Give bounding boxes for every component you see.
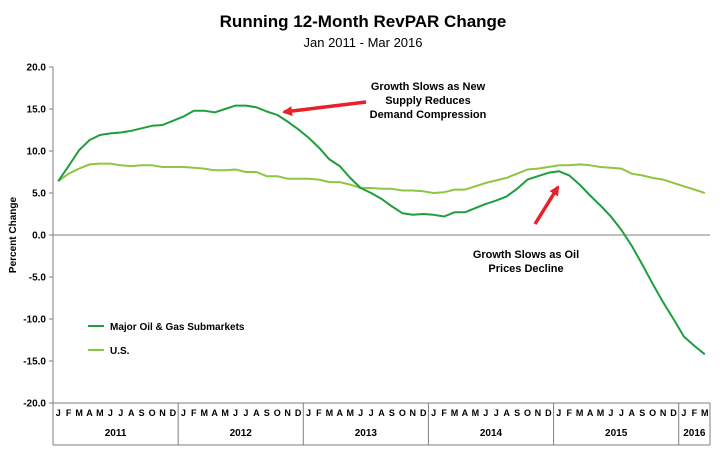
y-tick-label: -10.0 (23, 315, 46, 326)
x-tick-label-month: S (264, 408, 270, 418)
x-tick-label-year: 2015 (605, 428, 628, 439)
x-tick-label-month: D (420, 408, 427, 418)
x-tick-label-month: O (524, 408, 531, 418)
x-tick-label-month: D (295, 408, 302, 418)
x-tick-label-month: M (701, 408, 709, 418)
x-tick-label-month: S (514, 408, 520, 418)
x-tick-label-month: D (545, 408, 552, 418)
x-tick-label-month: S (639, 408, 645, 418)
x-tick-label-month: J (358, 408, 363, 418)
x-tick-label-month: A (503, 408, 510, 418)
x-tick-label-month: A (629, 408, 636, 418)
x-tick-label-month: J (56, 408, 61, 418)
x-tick-label-month: J (494, 408, 499, 418)
x-tick-label-month: J (369, 408, 374, 418)
x-tick-label-month: N (410, 408, 417, 418)
x-tick-label-month: F (191, 408, 197, 418)
x-tick-label-month: J (431, 408, 436, 418)
x-tick-label-month: N (660, 408, 667, 418)
chart-title: Running 12-Month RevPAR Change (220, 12, 507, 31)
x-tick-label-month: J (681, 408, 686, 418)
x-tick-label-month: J (243, 408, 248, 418)
x-tick-label-month: F (316, 408, 322, 418)
x-tick-label-month: M (326, 408, 334, 418)
y-tick-label: 5.0 (32, 189, 46, 200)
x-tick-label-month: N (535, 408, 542, 418)
x-tick-label-month: M (597, 408, 605, 418)
x-tick-label-month: M (96, 408, 104, 418)
series-line-oil-gas (57, 104, 706, 356)
legend: Major Oil & Gas Submarkets U.S. (88, 322, 245, 357)
x-tick-label-month: A (128, 408, 135, 418)
x-tick-label-year: 2013 (355, 428, 378, 439)
x-tick-label-month: J (608, 408, 613, 418)
x-tick-label-month: F (441, 408, 447, 418)
x-tick-label-year: 2016 (683, 428, 706, 439)
x-tick-label-month: M (451, 408, 459, 418)
x-tick-label-year: 2011 (105, 428, 127, 439)
x-tick-label-month: J (619, 408, 624, 418)
x-tick-label-month: M (221, 408, 229, 418)
x-tick-label-month: J (306, 408, 311, 418)
annotation-supply-line-3: Demand Compression (370, 109, 487, 121)
x-tick-label-year: 2012 (230, 428, 253, 439)
x-tick-label-month: M (576, 408, 584, 418)
annotation-arrow-supply (282, 100, 367, 116)
y-tick-label: 0.0 (32, 231, 46, 242)
annotation-oil-gas-supply: Growth Slows as New Supply Reduces Deman… (370, 81, 487, 121)
chart-subtitle: Jan 2011 - Mar 2016 (304, 35, 423, 50)
x-tick-label-month: J (233, 408, 238, 418)
x-tick-label-month: J (118, 408, 123, 418)
x-tick-label-month: S (139, 408, 145, 418)
x-tick-label-month: D (670, 408, 677, 418)
y-tick-label: 10.0 (27, 147, 47, 158)
x-tick-label-month: J (181, 408, 186, 418)
x-tick-label-month: O (149, 408, 156, 418)
x-tick-label-month: A (337, 408, 344, 418)
y-tick-label: 15.0 (27, 105, 47, 116)
x-tick-label-month: D (170, 408, 177, 418)
x-tick-label-month: A (253, 408, 260, 418)
x-tick-label-month: O (399, 408, 406, 418)
series-line-us (57, 162, 706, 194)
x-tick-label-month: J (483, 408, 488, 418)
x-tick-label-month: S (389, 408, 395, 418)
y-tick-label: -15.0 (23, 357, 46, 368)
legend-label-oil-gas: Major Oil & Gas Submarkets (110, 322, 245, 333)
y-tick-label: 20.0 (27, 63, 47, 74)
x-tick-label-month: N (159, 408, 166, 418)
annotation-supply-line-2: Supply Reduces (385, 95, 471, 107)
x-tick-label-month: M (472, 408, 480, 418)
x-tick-label-month: A (462, 408, 469, 418)
x-tick-label-month: A (86, 408, 93, 418)
annotation-oil-line-2: Prices Decline (488, 263, 563, 275)
legend-label-us: U.S. (110, 346, 130, 357)
annotation-oil-line-1: Growth Slows as Oil (473, 249, 579, 261)
x-tick-label-month: M (75, 408, 83, 418)
x-tick-label-month: M (200, 408, 208, 418)
y-tick-label: -20.0 (23, 399, 46, 410)
y-tick-label: -5.0 (29, 273, 47, 284)
x-tick-label-month: A (211, 408, 218, 418)
x-tick-label-month: J (556, 408, 561, 418)
x-tick-label-month: N (284, 408, 291, 418)
x-tick-label-month: F (692, 408, 698, 418)
x-tick-label-month: J (108, 408, 113, 418)
x-tick-label-year: 2014 (480, 428, 503, 439)
x-tick-label-month: O (649, 408, 656, 418)
annotation-arrow-oil (533, 185, 560, 225)
y-axis-label: Percent Change (8, 196, 19, 273)
x-tick-label-month: F (566, 408, 572, 418)
x-tick-label-month: O (274, 408, 281, 418)
x-tick-label-month: F (66, 408, 72, 418)
x-tick-label-month: M (346, 408, 354, 418)
x-tick-label-month: A (587, 408, 594, 418)
annotation-oil-prices: Growth Slows as Oil Prices Decline (473, 249, 579, 275)
x-tick-label-month: A (378, 408, 385, 418)
annotation-supply-line-1: Growth Slows as New (371, 81, 486, 93)
